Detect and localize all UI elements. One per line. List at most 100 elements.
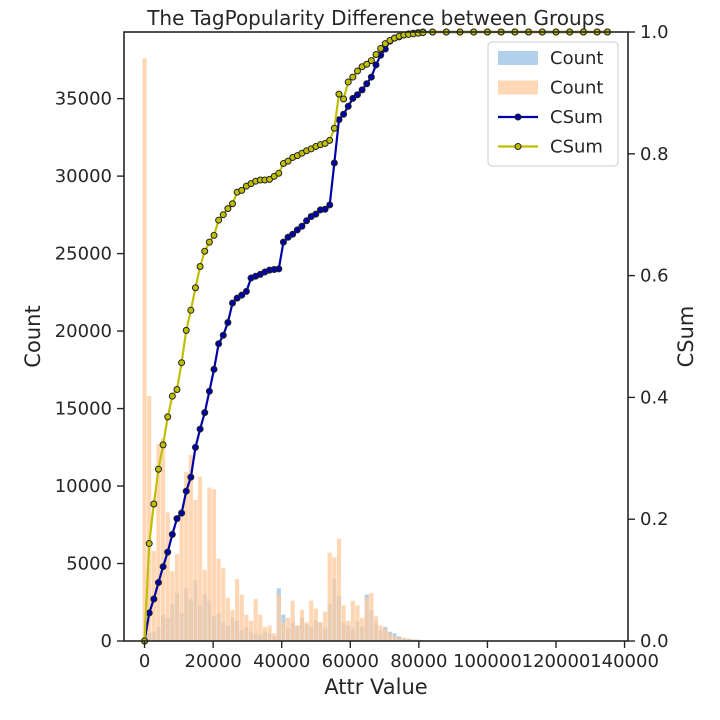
bar-mark xyxy=(230,610,235,641)
legend-box xyxy=(487,41,619,167)
bar-mark xyxy=(281,622,286,641)
csum-point xyxy=(321,205,329,213)
bar-mark xyxy=(221,568,226,641)
csum-point xyxy=(159,563,167,571)
bar-mark xyxy=(290,600,295,641)
chart-title: The TagPopularity Difference between Gro… xyxy=(146,6,605,30)
csum-point xyxy=(187,306,195,314)
bar-mark xyxy=(188,455,193,641)
csum-point xyxy=(168,530,176,538)
csum-point xyxy=(215,216,223,224)
csum-point xyxy=(326,136,334,144)
bar-mark xyxy=(165,512,170,641)
bar-mark xyxy=(313,608,318,641)
csum-point xyxy=(159,441,167,449)
csum-point xyxy=(372,61,380,69)
y-right-tick-label: 1.0 xyxy=(640,22,669,43)
csum-point xyxy=(242,287,250,295)
bar-mark xyxy=(346,620,351,641)
bar-mark xyxy=(267,625,272,641)
csum-point xyxy=(154,579,162,587)
csum-point xyxy=(219,331,227,339)
csum-point xyxy=(344,102,352,110)
bar-mark xyxy=(373,616,379,641)
x-tick-label: 60000 xyxy=(322,651,379,672)
csum-point xyxy=(210,231,218,239)
bar-mark xyxy=(285,617,291,641)
bar-mark xyxy=(392,636,397,641)
y-left-tick-label: 20000 xyxy=(55,321,112,342)
bar-mark xyxy=(350,600,355,641)
csum-point xyxy=(224,318,232,326)
bar-mark xyxy=(193,499,198,641)
bar-mark xyxy=(309,600,314,641)
csum-point xyxy=(330,159,338,167)
csum-point xyxy=(284,157,292,165)
csum-point xyxy=(205,387,213,395)
csum-point xyxy=(340,95,348,103)
bar-mark xyxy=(262,627,267,641)
bar-mark xyxy=(156,444,161,641)
y-left-tick-label: 25000 xyxy=(55,244,112,265)
csum-point xyxy=(293,226,301,234)
bar-mark xyxy=(276,594,281,641)
csum-point xyxy=(168,392,176,400)
csum-point xyxy=(182,326,190,334)
bar-mark xyxy=(327,552,332,641)
bar-mark xyxy=(253,599,258,641)
csum-point xyxy=(298,222,306,230)
x-tick-label: 140000 xyxy=(590,651,659,672)
bar-mark xyxy=(198,476,203,641)
csum-point xyxy=(377,44,385,52)
csum-point xyxy=(191,443,199,451)
bar-mark xyxy=(304,622,309,641)
csum-point xyxy=(164,548,172,556)
legend: Count Count CSum CSum xyxy=(487,41,619,167)
x-tick-label: 40000 xyxy=(253,651,310,672)
bar-mark xyxy=(170,571,175,641)
csum-point xyxy=(178,359,186,367)
csum-point xyxy=(326,201,334,209)
bar-mark xyxy=(318,622,323,641)
csum-point xyxy=(219,211,227,219)
bar-mark xyxy=(225,597,230,641)
csum-point xyxy=(340,110,348,118)
csum-point xyxy=(363,80,371,88)
csum-point xyxy=(201,247,209,255)
csum-point xyxy=(196,262,204,270)
bar-mark xyxy=(244,614,249,641)
csum-point xyxy=(150,595,158,603)
csum-point xyxy=(349,73,357,81)
legend-swatch xyxy=(498,51,538,65)
csum-point xyxy=(173,515,181,523)
bar-mark xyxy=(364,597,369,641)
csum-point xyxy=(229,200,237,208)
bar-mark xyxy=(341,605,346,641)
bars-layer xyxy=(142,58,435,641)
csum-point xyxy=(154,465,162,473)
ticks-layer: 0 20000 40000 60000 80000 100000 120000 1400000… xyxy=(55,22,669,672)
bar-mark xyxy=(378,625,383,641)
plot-frame xyxy=(123,31,629,642)
csum-point xyxy=(303,217,311,225)
bar-mark xyxy=(211,489,217,641)
bar-mark xyxy=(387,633,392,641)
csum-point xyxy=(275,169,283,177)
x-tick-label: 80000 xyxy=(390,651,447,672)
x-tick-label: 100000 xyxy=(453,651,522,672)
csum-point xyxy=(367,73,375,81)
bar-mark xyxy=(239,594,244,641)
csum-point xyxy=(353,91,361,99)
y-left-tick-label: 35000 xyxy=(55,89,112,110)
csum-point xyxy=(349,94,357,102)
csum-point xyxy=(191,284,199,292)
y-right-tick-label: 0.6 xyxy=(640,266,669,287)
bar-mark xyxy=(295,625,300,641)
bar-mark xyxy=(336,538,342,641)
csum-point xyxy=(238,186,246,194)
bar-mark xyxy=(258,614,263,641)
csum-point xyxy=(279,238,287,246)
bar-mark xyxy=(401,637,406,641)
csum-point xyxy=(182,487,190,495)
